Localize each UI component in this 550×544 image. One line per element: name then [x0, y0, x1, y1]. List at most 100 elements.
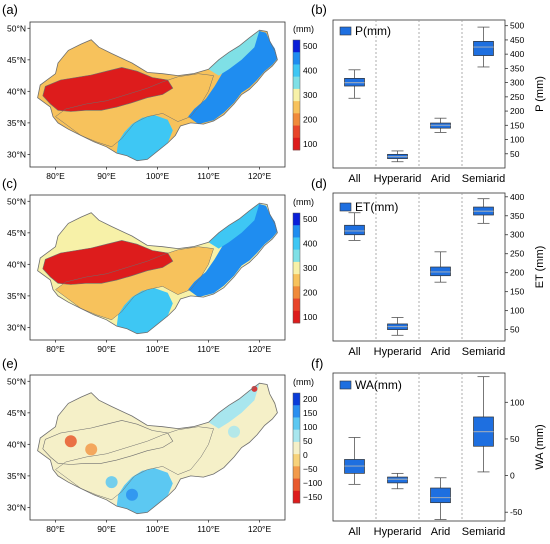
y-tick-label: 100	[510, 397, 524, 407]
panel-label: (a)	[2, 2, 18, 17]
colorbar-swatch	[293, 478, 300, 492]
y-tick-label: 0	[510, 471, 515, 481]
lat-tick-label: 40°N	[7, 259, 26, 269]
box-semiarid	[473, 26, 494, 68]
legend-swatch	[339, 26, 352, 36]
lon-tick-label: 110°E	[197, 344, 220, 354]
colorbar-swatch	[293, 261, 300, 275]
category-label: Hyperarid	[374, 526, 422, 538]
y-tick-label: 100	[510, 306, 524, 316]
colorbar-swatch	[293, 101, 300, 114]
colorbar-swatch	[293, 286, 300, 299]
region-northeast	[208, 383, 260, 429]
y-tick-label: 150	[510, 120, 524, 130]
legend-swatch	[339, 380, 352, 390]
colorbar-swatch	[293, 225, 300, 238]
box-iqr	[473, 40, 494, 56]
lat-tick-label: 50°N	[7, 376, 26, 386]
map-panel-e: 50°N 45°N 40°N 35°N 30°N 80°E 90°E 100°E 110°E 12…	[2, 356, 322, 534]
panel-label: (e)	[2, 356, 18, 371]
lon-tick-label: 110°E	[197, 524, 220, 534]
box-arid	[430, 477, 451, 520]
colorbar-tick-label: 100	[303, 312, 317, 322]
lat-tick-label: 35°N	[7, 118, 26, 128]
box-panel-b: 50 100 150 200 250 300 350 400 450 500 P (mm) All Hy…	[311, 2, 546, 185]
box-hyperarid	[387, 317, 408, 336]
category-label: All	[348, 346, 360, 358]
lon-tick-label: 90°E	[97, 171, 116, 181]
lon-tick-label: 90°E	[97, 344, 116, 354]
lon-tick-label: 120°E	[248, 524, 272, 534]
box-hyperarid	[387, 150, 408, 163]
region-speckle	[64, 435, 77, 448]
y-axis-label: ET (mm)	[534, 246, 546, 289]
legend-swatch	[339, 202, 352, 212]
colorbar-swatch	[293, 125, 300, 139]
lon-tick-label: 120°E	[248, 171, 272, 181]
category-label: All	[348, 173, 360, 185]
lat-tick-label: 50°N	[7, 23, 26, 33]
colorbar-tick-label: −50	[303, 464, 318, 474]
colorbar-swatch	[293, 454, 300, 467]
lat-tick-label: 35°N	[7, 471, 26, 481]
colorbar-swatch	[293, 40, 300, 53]
lon-tick-label: 100°E	[146, 171, 170, 181]
colorbar-tick-label: 100	[303, 422, 317, 432]
y-tick-label: 250	[510, 92, 524, 102]
y-tick-label: 300	[510, 230, 524, 240]
colorbar-tick-label: 200	[303, 394, 317, 404]
y-tick-label: 450	[510, 35, 524, 45]
box-semiarid	[473, 376, 494, 473]
lat-tick-label: 35°N	[7, 291, 26, 301]
colorbar-swatch	[293, 429, 300, 443]
drylands-outline	[37, 29, 278, 162]
category-label: All	[348, 526, 360, 538]
category-label: Semiarid	[462, 526, 505, 538]
region-speckle	[228, 425, 240, 438]
colorbar-tick-label: 300	[303, 90, 317, 100]
box-panel-d: 50 100 150 200 250 300 350 400 ET (mm) All Hyperar…	[311, 176, 546, 358]
y-tick-label: 150	[510, 287, 524, 297]
map-fill	[37, 202, 278, 335]
box-all	[344, 212, 365, 241]
legend-label: P(mm)	[355, 24, 391, 38]
category-label: Hyperarid	[374, 173, 422, 185]
y-tick-label: 400	[510, 49, 524, 59]
y-tick-label: 500	[510, 21, 524, 31]
colorbar-unit: (mm)	[293, 24, 314, 34]
y-axis-label: P (mm)	[534, 76, 546, 112]
map-panel-a: 50°N 45°N 40°N 35°N 30°N 80°E 90°E 100°E 110°E 12…	[2, 2, 317, 181]
map-fill	[37, 29, 278, 162]
drylands-outline	[37, 202, 278, 335]
colorbar-swatch	[293, 417, 300, 430]
colorbar-swatch	[293, 52, 300, 65]
panel-label: (d)	[311, 176, 327, 191]
lon-tick-label: 80°E	[46, 524, 65, 534]
legend-label: WA(mm)	[355, 378, 402, 392]
y-tick-label: 100	[510, 135, 524, 145]
panel-label: (c)	[2, 176, 17, 191]
colorbar-swatch	[293, 274, 300, 287]
map-fill	[37, 382, 278, 515]
lon-tick-label: 120°E	[248, 344, 272, 354]
colorbar-swatch	[293, 466, 300, 479]
region-mid	[55, 73, 214, 147]
y-tick-label: 50	[510, 149, 520, 159]
y-tick-label: -50	[510, 507, 523, 517]
colorbar-swatch	[293, 213, 300, 226]
box-all	[344, 437, 365, 485]
colorbar-unit: (mm)	[293, 377, 314, 387]
region-plateau	[116, 468, 173, 514]
region-speckle	[85, 443, 98, 456]
map-panels: 50°N 45°N 40°N 35°N 30°N 80°E 90°E 100°E 110°E 12…	[2, 2, 322, 534]
region-plateau	[116, 288, 173, 334]
panel-label: (f)	[311, 356, 323, 371]
panel-label: (b)	[311, 2, 327, 17]
colorbar-swatch	[293, 137, 300, 151]
lat-tick-label: 30°N	[7, 322, 26, 332]
arid-outline	[55, 73, 214, 148]
colorbar-swatch	[293, 64, 300, 77]
lon-tick-label: 80°E	[46, 171, 65, 181]
lat-tick-label: 30°N	[7, 149, 26, 159]
colorbar-tick-label: 500	[303, 214, 317, 224]
